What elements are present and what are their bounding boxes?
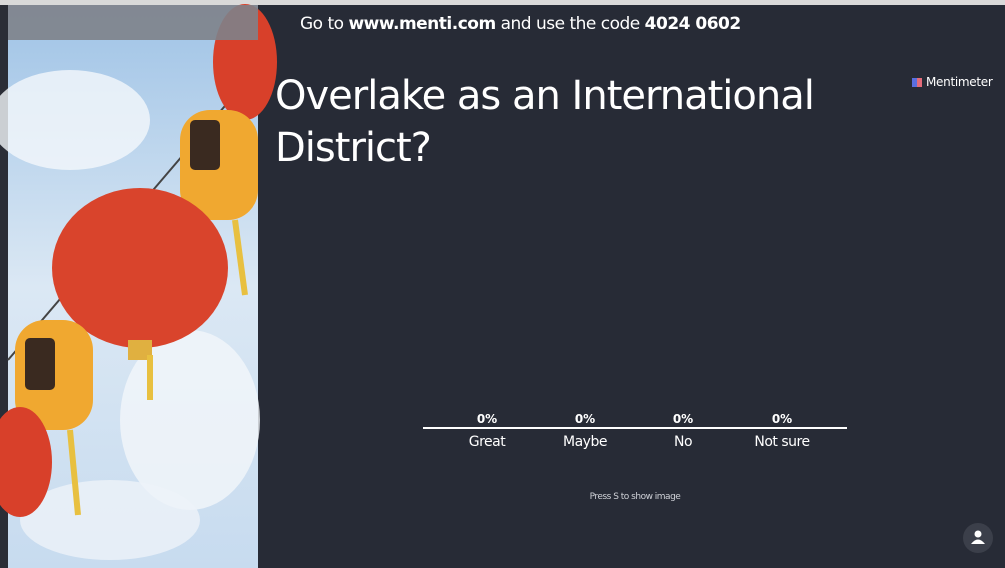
category-label: Not sure: [754, 434, 809, 450]
text: Go to: [300, 14, 348, 34]
user-button[interactable]: [963, 523, 993, 553]
slide-image: [0, 4, 277, 568]
brand-logo: Mentimeter: [912, 75, 992, 89]
value-label: 0%: [477, 412, 497, 426]
category-label: Great: [469, 434, 506, 450]
join-instructions: Go to www.menti.com and use the code 402…: [300, 14, 741, 34]
value-label: 0%: [772, 412, 792, 426]
screen: 0% Great 0% Maybe 0% No 0% Not sure Go to www.m…: [0, 0, 1005, 568]
question-title: Overlake as an International District?: [275, 70, 875, 174]
code: 4024 0602: [645, 14, 741, 34]
category-label: No: [674, 434, 692, 450]
text: and use the code: [496, 14, 645, 34]
value-label: 0%: [673, 412, 693, 426]
category-label: Maybe: [563, 434, 607, 450]
url: www.menti.com: [348, 14, 495, 34]
page: {"header": {"parts": ["Go to ", "www.men…: [0, 0, 1005, 568]
value-label: 0%: [575, 412, 595, 426]
hint: Press S to show image: [535, 492, 735, 502]
